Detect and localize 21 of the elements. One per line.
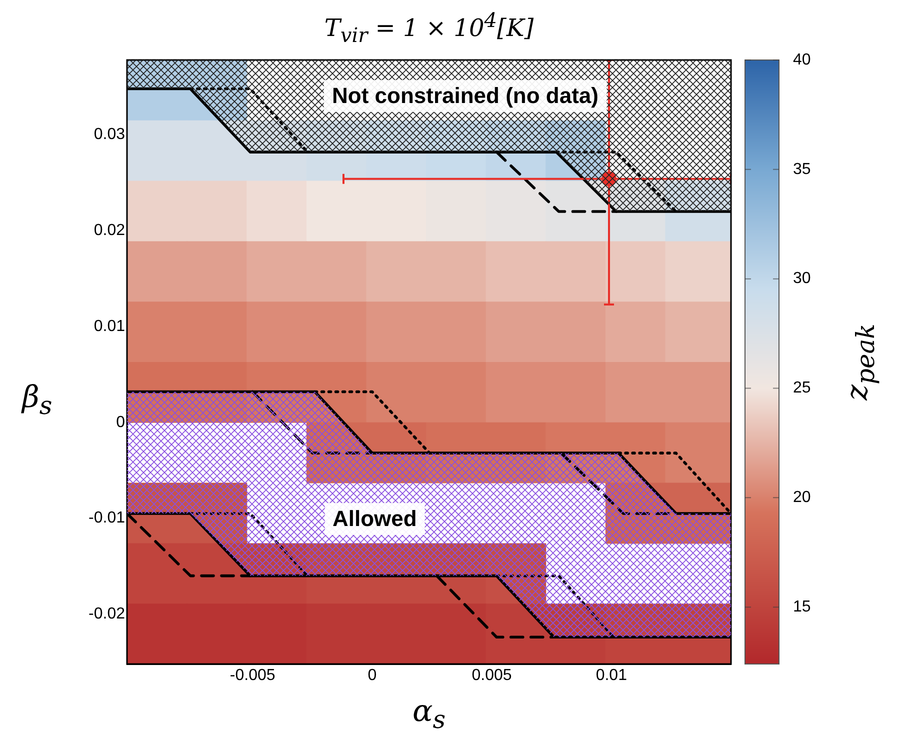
color-bar-label: 25 bbox=[793, 380, 811, 397]
color-bar-label: 30 bbox=[793, 270, 811, 288]
x-tick-label: 0 bbox=[368, 667, 377, 684]
y-tick-label: 0.03 bbox=[94, 126, 126, 144]
color-bar-label: 40 bbox=[793, 51, 811, 68]
annotation: Not constrained (no data) bbox=[324, 80, 606, 112]
y-axis-title: β$_{s}$ bbox=[22, 380, 52, 420]
color-bar-label: 15 bbox=[793, 598, 811, 616]
x-tick-label: 0.005 bbox=[472, 667, 512, 684]
annotation: Allowed bbox=[324, 503, 425, 536]
chart-title: T$_{vir}$ = 1 × 10$^{4}$[K] bbox=[323, 8, 535, 47]
y-tick-label: 0.02 bbox=[94, 222, 126, 240]
x-axis-title: α$_{s}$ bbox=[411, 694, 447, 734]
y-tick-label: 0.01 bbox=[94, 318, 126, 335]
color-bar-label: 20 bbox=[793, 489, 811, 506]
x-tick-label: 0.01 bbox=[596, 667, 628, 684]
x-tick-label: -0.005 bbox=[230, 667, 276, 684]
y-tick-label: -0.02 bbox=[88, 606, 126, 623]
color-bar-label: 35 bbox=[793, 160, 811, 178]
y-tick-label: -0.01 bbox=[88, 510, 126, 527]
y-tick-label: 0 bbox=[116, 414, 126, 431]
